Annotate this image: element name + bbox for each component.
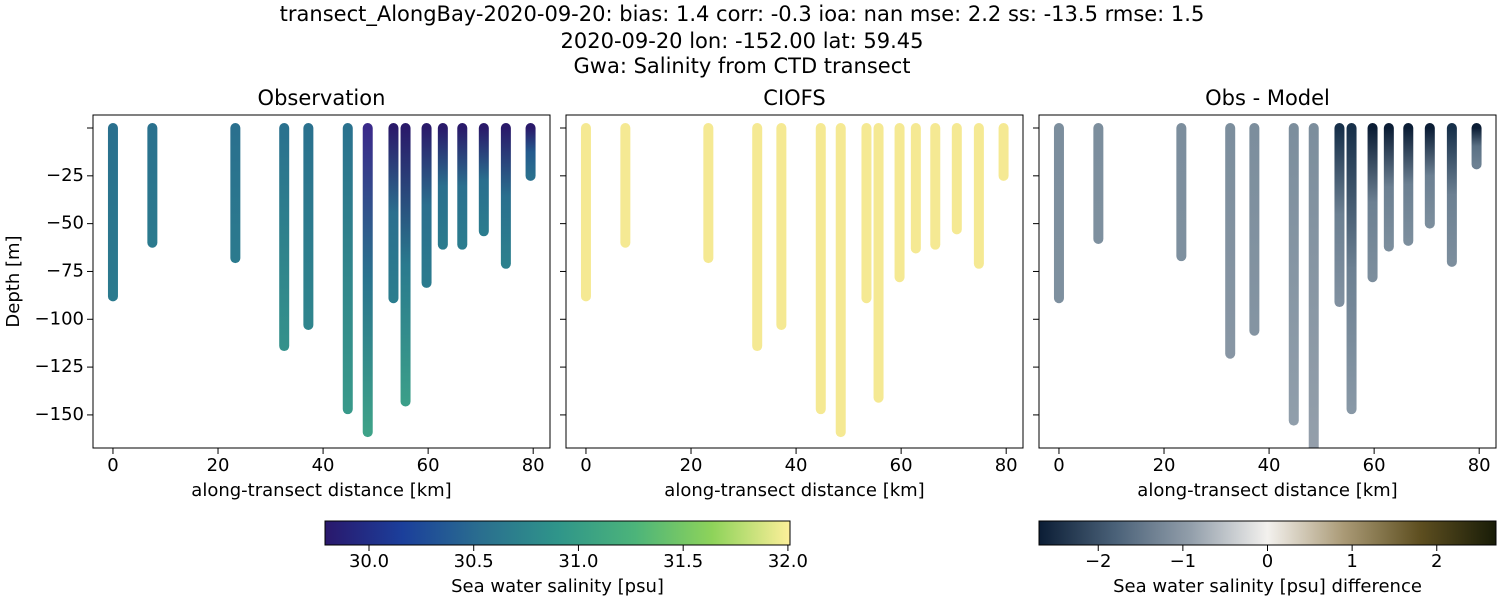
y-axis-label: Depth [m] <box>3 235 24 327</box>
x-tick-label: 20 <box>1153 455 1176 476</box>
plot-area <box>1053 123 1482 448</box>
colorbar-tick-label: −1 <box>1170 551 1197 572</box>
x-tick-label: 0 <box>580 455 591 476</box>
x-tick-label: 40 <box>312 455 335 476</box>
y-tick-label: −100 <box>35 308 84 329</box>
colorbar-tick-label: 1 <box>1346 551 1357 572</box>
figure-subtitle: Gwa: Salinity from CTD transect <box>574 54 911 78</box>
axes-frame <box>92 114 551 449</box>
x-axis-label: along-transect distance [km] <box>1137 480 1397 501</box>
colorbar-tick-label: 30.0 <box>349 551 389 572</box>
colorbar <box>1038 520 1497 546</box>
colorbar-tick-label: 2 <box>1431 551 1442 572</box>
axes-frame <box>565 114 1024 449</box>
x-tick-label: 80 <box>995 455 1018 476</box>
panel-title: CIOFS <box>763 86 825 110</box>
colorbar-tick-label: 32.0 <box>768 551 808 572</box>
y-tick-label: −50 <box>46 213 84 234</box>
x-tick-label: 0 <box>1053 455 1064 476</box>
x-tick-label: 40 <box>785 455 808 476</box>
y-tick-label: −25 <box>46 165 84 186</box>
y-tick-label: −125 <box>35 356 84 377</box>
colorbar-label: Sea water salinity [psu] <box>451 576 664 597</box>
axes-frame <box>1038 114 1497 449</box>
colorbar-label: Sea water salinity [psu] difference <box>1113 576 1422 597</box>
panel-title: Observation <box>258 86 386 110</box>
colorbar-tick-label: 31.5 <box>663 551 703 572</box>
x-tick-label: 60 <box>417 455 440 476</box>
x-tick-label: 80 <box>522 455 545 476</box>
colorbar <box>324 520 791 546</box>
x-axis-label: along-transect distance [km] <box>664 480 924 501</box>
plot-area <box>107 123 536 438</box>
x-tick-label: 80 <box>1468 455 1491 476</box>
plot-area <box>580 123 1009 438</box>
colorbar-tick-label: 30.5 <box>454 551 494 572</box>
x-tick-label: 20 <box>207 455 230 476</box>
x-tick-label: 40 <box>1258 455 1281 476</box>
x-tick-label: 20 <box>680 455 703 476</box>
figure-subtitle: 2020-09-20 lon: -152.00 lat: 59.45 <box>561 29 924 53</box>
colorbar-tick-label: 31.0 <box>558 551 598 572</box>
figure-title: transect_AlongBay-2020-09-20: bias: 1.4 … <box>280 2 1205 27</box>
x-tick-label: 60 <box>1363 455 1386 476</box>
colorbar-tick-label: −2 <box>1085 551 1112 572</box>
y-tick-label: −150 <box>35 404 84 425</box>
x-tick-label: 0 <box>107 455 118 476</box>
colorbar-tick-label: 0 <box>1262 551 1273 572</box>
x-axis-label: along-transect distance [km] <box>191 480 451 501</box>
x-tick-label: 60 <box>890 455 913 476</box>
panel-title: Obs - Model <box>1205 86 1330 110</box>
y-tick-label: −75 <box>46 260 84 281</box>
